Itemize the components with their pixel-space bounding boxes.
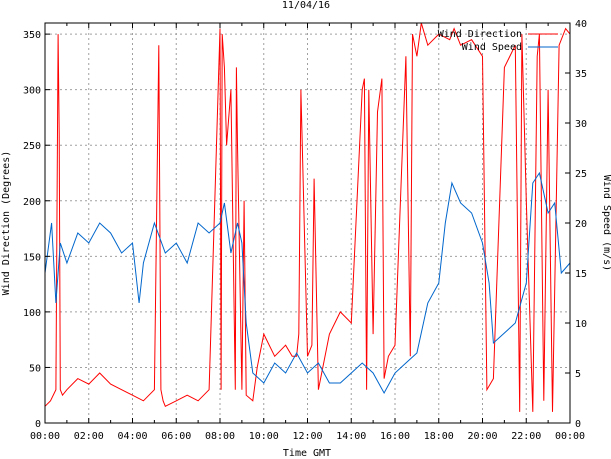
y2-tick-label: 10 <box>575 319 587 330</box>
y2-axis-ticks: 0 5 10 15 20 25 30 35 40 <box>565 19 587 430</box>
legend-label-speed: Wind Speed <box>462 42 522 53</box>
x-axis-label: Time GMT <box>283 448 331 459</box>
y2-tick-label: 40 <box>575 19 587 30</box>
x-tick-label: 04:00 <box>117 431 147 442</box>
y-tick-label: 200 <box>23 197 41 208</box>
y-axis-label: Wind Direction (Degrees) <box>1 151 12 296</box>
y2-tick-label: 15 <box>575 269 587 280</box>
y2-tick-label: 35 <box>575 69 587 80</box>
series-lines <box>44 22 571 412</box>
y2-axis-label: Wind Speed (m/s) <box>601 175 611 271</box>
x-tick-label: 22:00 <box>511 431 541 442</box>
y-tick-label: 150 <box>23 252 41 263</box>
y2-tick-label: 30 <box>575 119 587 130</box>
x-tick-label: 10:00 <box>249 431 279 442</box>
x-tick-label: 00:00 <box>30 431 60 442</box>
y-tick-label: 250 <box>23 141 41 152</box>
gridlines <box>45 23 570 423</box>
y2-tick-label: 25 <box>575 169 587 180</box>
x-tick-label: 08:00 <box>205 431 235 442</box>
x-tick-label: 00:00 <box>555 431 585 442</box>
x-tick-label: 18:00 <box>424 431 454 442</box>
x-tick-label: 20:00 <box>467 431 497 442</box>
legend-label-direction: Wind Direction <box>438 29 522 40</box>
y2-tick-label: 20 <box>575 219 587 230</box>
y-tick-label: 50 <box>29 363 41 374</box>
y-axis-ticks: 0 50 100 150 200 250 300 350 <box>23 30 50 430</box>
y2-tick-label: 0 <box>575 419 581 430</box>
series-line-direction <box>44 22 571 412</box>
x-tick-label: 14:00 <box>336 431 366 442</box>
y-tick-label: 300 <box>23 86 41 97</box>
series-line-speed <box>44 171 571 395</box>
legend: Wind Direction Wind Speed <box>438 29 558 53</box>
x-tick-label: 06:00 <box>161 431 191 442</box>
y-tick-label: 100 <box>23 308 41 319</box>
y-tick-label: 350 <box>23 30 41 41</box>
x-axis-ticks: 00:00 02:00 04:00 06:00 08:00 10:00 12:00 14:00… <box>30 23 585 442</box>
x-tick-label: 12:00 <box>292 431 322 442</box>
chart-title: 11/04/16 <box>282 0 330 11</box>
y2-tick-label: 5 <box>575 369 581 380</box>
x-tick-label: 16:00 <box>380 431 410 442</box>
x-tick-label: 02:00 <box>74 431 104 442</box>
y-tick-label: 0 <box>35 419 41 430</box>
